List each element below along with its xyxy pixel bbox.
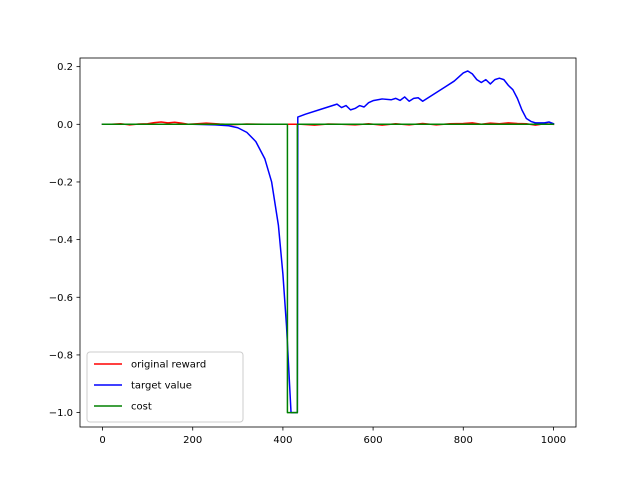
x-tick-label: 800 [454, 435, 473, 446]
legend-label: original reward [131, 360, 206, 371]
x-tick-label: 400 [273, 435, 292, 446]
series-line-cost [101, 123, 555, 414]
series-line-original-reward [101, 121, 555, 126]
legend: original reward target value cost [86, 351, 244, 423]
series-line-target-value [101, 70, 555, 414]
plot-frame [79, 57, 577, 428]
x-tick-label: 200 [183, 435, 202, 446]
x-tick-label: 0 [99, 435, 105, 446]
y-tick-label: 0.0 [57, 120, 73, 131]
legend-box [86, 351, 244, 423]
legend-label: target value [131, 381, 192, 392]
axes-layer: 0 200 400 600 800 1000 0.2 0.0 −0.2 −0.4 −0.6 −0.8 −… [49, 57, 577, 446]
x-tick-label: 1000 [541, 435, 566, 446]
y-tick-label: −0.8 [49, 350, 73, 361]
y-tick-label: −0.4 [49, 235, 73, 246]
series-layer [101, 70, 555, 414]
y-tick-label: −0.6 [49, 293, 73, 304]
x-tick-label: 600 [364, 435, 383, 446]
y-tick-label: −0.2 [49, 177, 73, 188]
y-tick-label: −1.0 [49, 408, 73, 419]
y-tick-label: 0.2 [57, 62, 73, 73]
legend-label: cost [131, 402, 152, 413]
